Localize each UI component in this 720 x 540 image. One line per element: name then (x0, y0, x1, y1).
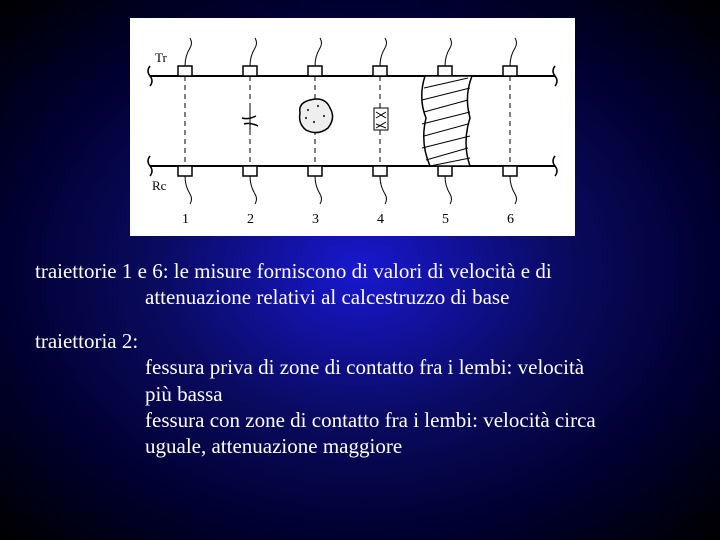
t1-line2: attenuazione relativi al calcestruzzo di… (35, 284, 685, 310)
text-trajectory-2: traiettoria 2: fessura priva di zone di … (35, 328, 685, 459)
t1-line1: traiettorie 1 e 6: le misure forniscono … (35, 258, 685, 284)
text-trajectory-1-6: traiettorie 1 e 6: le misure forniscono … (35, 258, 685, 311)
diagram-svg: Tr Rc 1 2 3 4 5 6 (130, 18, 575, 236)
t2-line2: fessura priva di zone di contatto fra i … (35, 354, 685, 380)
t2-line4: fessura con zone di contatto fra i lembi… (35, 407, 685, 433)
num-1: 1 (182, 212, 189, 227)
ultrasonic-beam-diagram: Tr Rc 1 2 3 4 5 6 (130, 18, 575, 236)
num-3: 3 (312, 212, 319, 227)
label-tr: Tr (155, 50, 167, 65)
t2-line1: traiettoria 2: (35, 328, 685, 354)
label-rc: Rc (152, 178, 167, 193)
num-5: 5 (442, 212, 449, 227)
t2-line3: più bassa (35, 381, 685, 407)
num-4: 4 (377, 212, 384, 227)
num-6: 6 (507, 212, 514, 227)
num-2: 2 (247, 212, 254, 227)
t2-line5: uguale, attenuazione maggiore (35, 433, 685, 459)
